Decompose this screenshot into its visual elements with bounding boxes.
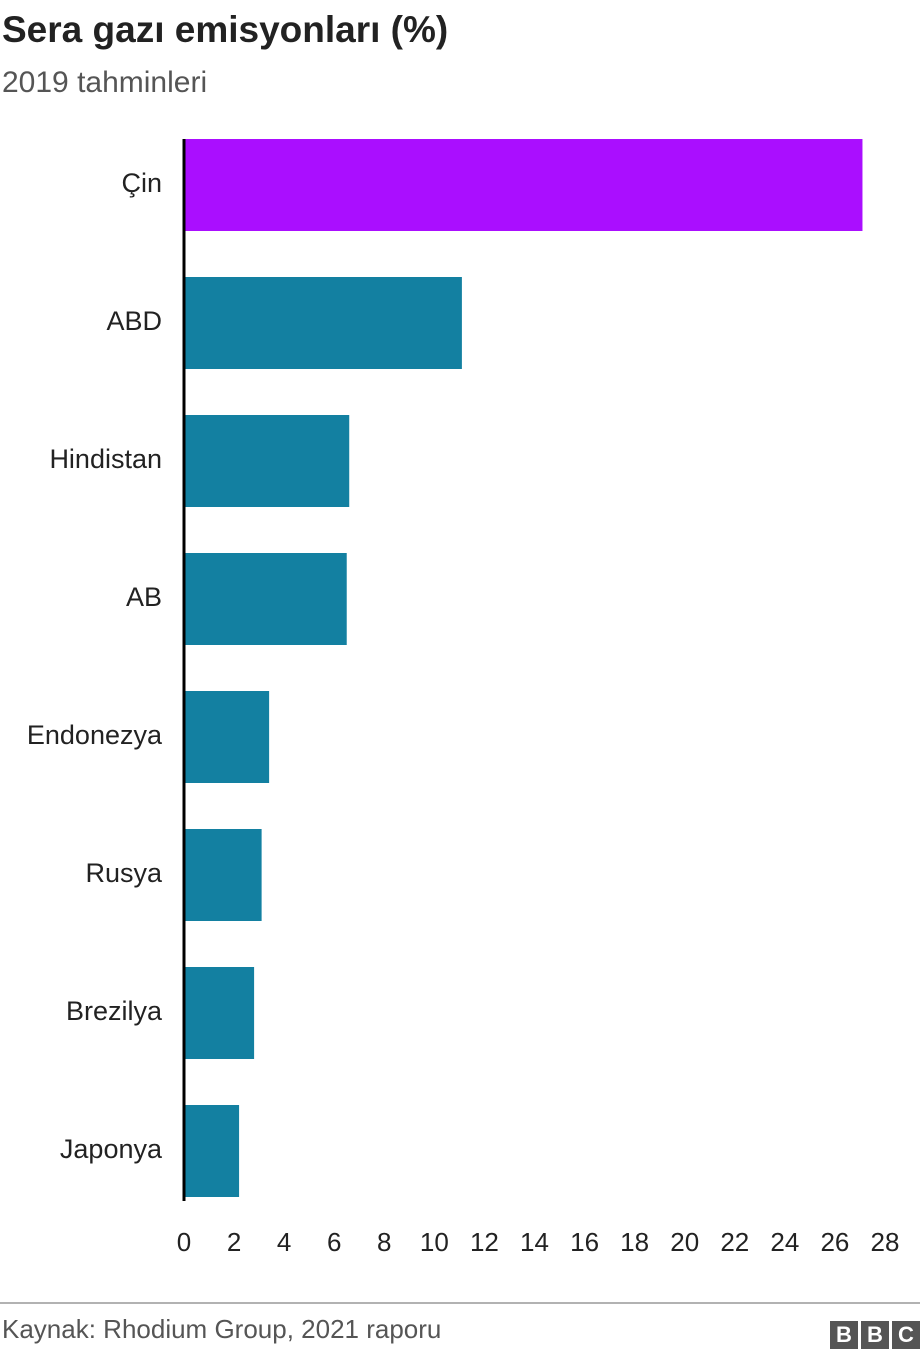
logo-box [861,1321,889,1349]
y-tick-label: AB [126,582,162,612]
y-tick-label: ABD [106,306,162,336]
x-tick-label: 18 [620,1227,649,1257]
x-tick-label: 14 [520,1227,549,1257]
x-tick-label: 12 [470,1227,499,1257]
x-tick-label: 26 [820,1227,849,1257]
bar [184,1105,240,1197]
y-tick-label: Endonezya [27,720,163,750]
bar [184,139,863,231]
y-tick-label: Çin [121,168,162,198]
source: Kaynak: Rhodium Group, 2021 raporu [2,1314,441,1344]
x-tick-label: 6 [327,1227,341,1257]
x-tick-label: 24 [770,1227,799,1257]
x-tick-label: 0 [177,1227,191,1257]
x-tick-label: 20 [670,1227,699,1257]
chart-title: Sera gazı emisyonları (%) [2,9,448,50]
y-tick-label: Hindistan [49,444,162,474]
x-tick-label: 2 [227,1227,241,1257]
bar [184,553,347,645]
logo-letter: B [867,1322,883,1347]
bar [184,829,262,921]
bar [184,967,255,1059]
x-tick-label: 8 [377,1227,391,1257]
bar [184,415,350,507]
x-tick-label: 4 [277,1227,291,1257]
bar [184,691,270,783]
logo-box [892,1321,920,1349]
logo-letter: B [836,1322,852,1347]
logo-box [830,1321,858,1349]
y-tick-label: Japonya [60,1134,163,1164]
x-tick-label: 28 [871,1227,900,1257]
x-tick-label: 10 [420,1227,449,1257]
x-tick-label: 22 [720,1227,749,1257]
y-tick-label: Rusya [85,858,163,888]
bar [184,277,462,369]
x-tick-label: 16 [570,1227,599,1257]
y-tick-label: Brezilya [66,996,163,1026]
logo-letter: C [898,1322,914,1347]
chart-subtitle: 2019 tahminleri [2,66,207,99]
